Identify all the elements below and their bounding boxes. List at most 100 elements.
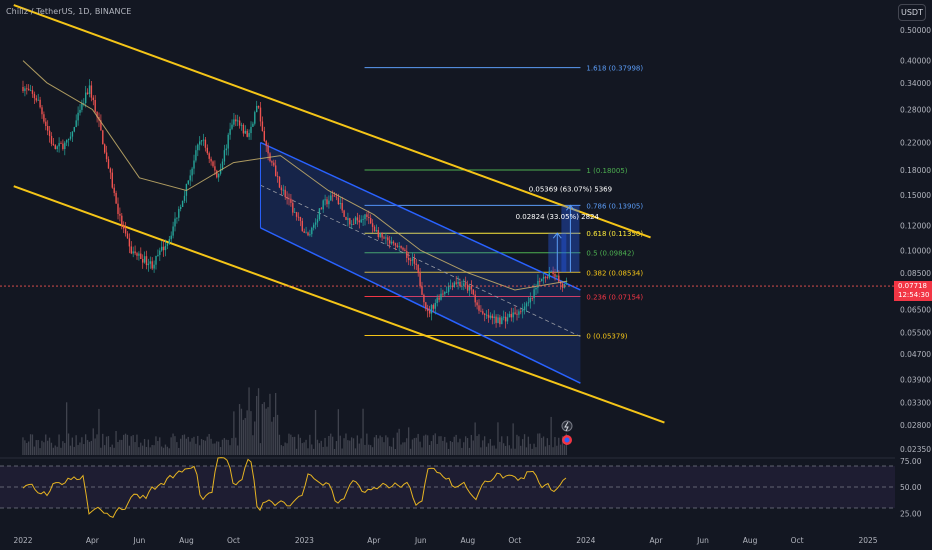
volume-bar <box>292 437 294 455</box>
volume-bar <box>124 433 127 455</box>
candle-body <box>318 208 321 220</box>
volume-bar <box>332 436 334 455</box>
x-tick-label: 2025 <box>858 536 877 545</box>
volume-bar <box>552 447 554 455</box>
volume-bar <box>181 435 184 455</box>
volume-bar <box>413 438 415 455</box>
volume-bar <box>451 442 453 455</box>
x-axis[interactable]: 2022 Apr Jun Aug Oct 2023 Apr Jun Aug Oct 2024 Apr J… <box>13 536 877 545</box>
volume-bar <box>104 445 106 455</box>
candle-body <box>33 93 36 99</box>
candle-body <box>356 217 359 221</box>
volume-bar <box>164 444 167 455</box>
volume-bar <box>204 440 206 455</box>
candle-body <box>109 168 112 173</box>
candle-body <box>259 107 262 122</box>
candle-body <box>43 114 45 122</box>
candle-body <box>168 239 170 244</box>
volume-bar <box>48 437 51 455</box>
volume-bar <box>362 408 364 455</box>
x-tick-label: Jun <box>414 536 427 545</box>
candle-body <box>432 305 435 309</box>
volume-bar <box>142 445 144 455</box>
volume-bar <box>347 440 349 455</box>
candle-body <box>493 316 495 318</box>
candle-body <box>143 256 146 263</box>
candle-body <box>436 297 438 303</box>
volume-bar <box>345 433 347 455</box>
volume-bar <box>86 440 89 455</box>
volume-bar <box>45 434 47 455</box>
volume-bar <box>482 440 484 455</box>
y-axis[interactable]: 0.50000 0.40000 0.34000 0.28000 0.22000 0.180… <box>900 26 931 518</box>
candle-body <box>385 237 387 239</box>
candle-body <box>126 233 129 239</box>
candle-body <box>328 200 330 205</box>
candle-body <box>455 282 457 284</box>
volume-bar <box>102 433 104 455</box>
candle-body <box>373 226 376 232</box>
volume-bar <box>539 433 541 455</box>
volume-bar <box>535 447 537 455</box>
y-tick-label: 0.10000 <box>900 247 931 256</box>
volume-bar <box>455 434 457 455</box>
candle-body <box>22 86 24 92</box>
candle-body <box>550 270 552 272</box>
candle-body <box>107 159 110 169</box>
volume-bar <box>476 435 478 455</box>
currency-button[interactable]: USDT <box>898 4 926 21</box>
candle-body <box>413 258 416 264</box>
y-tick-label: 0.15000 <box>900 191 931 200</box>
volume-bar <box>421 447 423 455</box>
volume-bar <box>134 442 136 455</box>
candle-body <box>284 189 286 198</box>
volume-bar <box>225 439 227 455</box>
volume-bar <box>195 443 197 455</box>
volume-bar <box>533 443 535 455</box>
candle-body <box>81 103 83 110</box>
candle-body <box>149 261 151 264</box>
regression-channel[interactable] <box>259 141 581 384</box>
volume-bar <box>389 446 391 455</box>
event-markers[interactable] <box>561 420 573 445</box>
volume-bar <box>309 434 311 455</box>
volume-bar <box>75 435 77 455</box>
volume-bar <box>79 442 81 455</box>
candle-body <box>537 280 539 288</box>
volume-bar <box>185 438 187 455</box>
volume-bar <box>523 434 526 455</box>
volume-bar <box>282 446 284 455</box>
volume-bar <box>352 438 355 455</box>
volume-bar <box>465 436 467 455</box>
y-tick-label: 0.04700 <box>900 350 931 359</box>
measure-tools[interactable]: 0.05369 (63.07%) 5369 0.02824 (33.05%) 28… <box>516 185 612 273</box>
candle-body <box>392 241 395 244</box>
y-tick-label: 0.05500 <box>900 328 931 337</box>
rsi-tick-label: 75.00 <box>900 457 922 466</box>
candle-body <box>503 316 505 318</box>
volume-bar <box>408 427 410 455</box>
volume-bar <box>497 422 499 455</box>
volume-bar <box>111 444 113 455</box>
candle-body <box>478 305 480 311</box>
candle-body <box>140 253 142 259</box>
candle-body <box>104 144 106 153</box>
candle-body <box>128 238 131 247</box>
volume-bar <box>468 447 471 455</box>
candle-body <box>387 237 389 241</box>
candle-body <box>554 274 556 277</box>
y-tick-label: 0.03300 <box>900 398 931 407</box>
volume-bar <box>105 436 108 455</box>
volume-bar <box>423 435 425 455</box>
x-tick-label: 2023 <box>295 536 314 545</box>
candle-body <box>115 192 117 204</box>
volume-bar <box>290 434 292 455</box>
volume-bar <box>541 437 543 455</box>
candles <box>22 79 568 329</box>
volume-bar <box>303 442 305 455</box>
candle-body <box>86 92 89 94</box>
volume-bar <box>341 448 343 455</box>
volume-bar <box>417 433 419 455</box>
candle-body <box>52 143 55 146</box>
